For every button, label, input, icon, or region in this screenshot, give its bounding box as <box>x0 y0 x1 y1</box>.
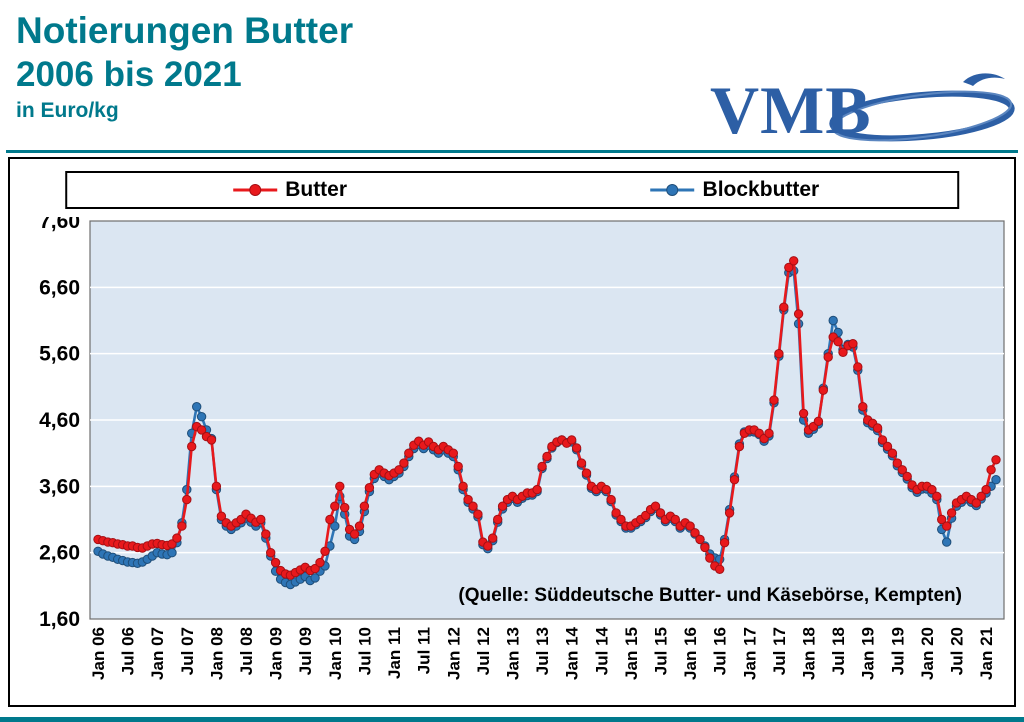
svg-text:Jul 09: Jul 09 <box>296 627 315 675</box>
butter-series-marker-icon <box>233 184 278 196</box>
source-annotation: (Quelle: Süddeutsche Butter- und Käsebör… <box>458 585 962 606</box>
svg-text:Jan 15: Jan 15 <box>622 627 641 680</box>
legend-item-blockbutter: Blockbutter <box>512 178 957 202</box>
svg-text:Jul 11: Jul 11 <box>415 627 434 674</box>
footer-accent-bar <box>0 717 1024 722</box>
svg-text:Jul 16: Jul 16 <box>711 627 730 675</box>
svg-text:Jul 06: Jul 06 <box>119 627 138 675</box>
svg-text:Jul 17: Jul 17 <box>770 627 789 675</box>
x-axis: Jan 06 Jul 06 Jan 07 Jul 07 Jan 08 Jul 08 Jan … <box>89 626 996 679</box>
svg-text:Jan 13: Jan 13 <box>503 627 522 680</box>
page-title-line-1: Notierungen Butter <box>16 10 354 51</box>
svg-text:Jan 12: Jan 12 <box>444 627 463 680</box>
svg-text:Jan 20: Jan 20 <box>918 627 937 680</box>
svg-text:Jan 11: Jan 11 <box>385 627 404 679</box>
svg-text:Jan 06: Jan 06 <box>89 627 108 680</box>
svg-text:Jan 08: Jan 08 <box>207 627 226 680</box>
y-axis: 1,60 2,60 3,60 4,60 5,60 6,60 7,60 <box>39 217 1004 631</box>
svg-text:2,60: 2,60 <box>39 542 80 565</box>
vmb-logo-text: VMB <box>710 72 872 148</box>
svg-text:Jan 10: Jan 10 <box>326 627 345 680</box>
svg-text:Jan 07: Jan 07 <box>148 627 167 680</box>
svg-text:6,60: 6,60 <box>39 276 80 299</box>
svg-text:Jul 13: Jul 13 <box>533 627 552 675</box>
unit-label: in Euro/kg <box>16 99 119 123</box>
chart-legend: Butter Blockbutter <box>65 171 959 209</box>
vmb-logo-swoosh-icon <box>829 73 1015 142</box>
price-plot: 1,60 2,60 3,60 4,60 5,60 6,60 7,60 Jan 06 Jul 06… <box>39 217 1005 680</box>
svg-text:4,60: 4,60 <box>39 409 80 432</box>
svg-text:Jul 14: Jul 14 <box>592 626 611 675</box>
legend-item-butter: Butter <box>67 178 512 202</box>
svg-text:Jan 09: Jan 09 <box>267 627 286 680</box>
svg-text:Jan 16: Jan 16 <box>681 627 700 680</box>
svg-text:Jan 17: Jan 17 <box>740 627 759 680</box>
svg-text:Jul 18: Jul 18 <box>829 627 848 675</box>
svg-text:Jul 07: Jul 07 <box>178 627 197 675</box>
blockbutter-series-marker-icon <box>650 184 695 196</box>
svg-text:Jul 15: Jul 15 <box>651 627 670 675</box>
svg-text:Jan 19: Jan 19 <box>859 627 878 680</box>
chart-frame: Butter Blockbutter 1,60 2,60 3,60 4,60 5,60 6… <box>8 157 1016 707</box>
svg-text:Jul 10: Jul 10 <box>355 627 374 675</box>
svg-text:Jan 14: Jan 14 <box>563 626 582 679</box>
svg-text:5,60: 5,60 <box>39 343 80 366</box>
svg-text:Jan 21: Jan 21 <box>977 627 996 680</box>
svg-text:Jul 19: Jul 19 <box>888 627 907 675</box>
series-butter <box>93 256 1001 580</box>
title-block: Notierungen Butter 2006 bis 2021 in Euro… <box>16 8 1024 123</box>
svg-text:1,60: 1,60 <box>39 608 80 631</box>
legend-label-blockbutter: Blockbutter <box>702 178 820 201</box>
header: Notierungen Butter 2006 bis 2021 in Euro… <box>0 0 1024 150</box>
vmb-logo: VMB <box>710 72 1015 154</box>
legend-label-butter: Butter <box>285 178 348 201</box>
svg-text:3,60: 3,60 <box>39 475 80 498</box>
page-title-line-2: 2006 bis 2021 <box>16 55 242 95</box>
svg-text:7,60: 7,60 <box>39 217 80 233</box>
header-divider <box>6 150 1018 153</box>
svg-text:Jul 08: Jul 08 <box>237 627 256 675</box>
svg-text:Jul 20: Jul 20 <box>948 627 967 675</box>
svg-text:Jul 12: Jul 12 <box>474 627 493 675</box>
svg-text:Jan 18: Jan 18 <box>800 627 819 680</box>
